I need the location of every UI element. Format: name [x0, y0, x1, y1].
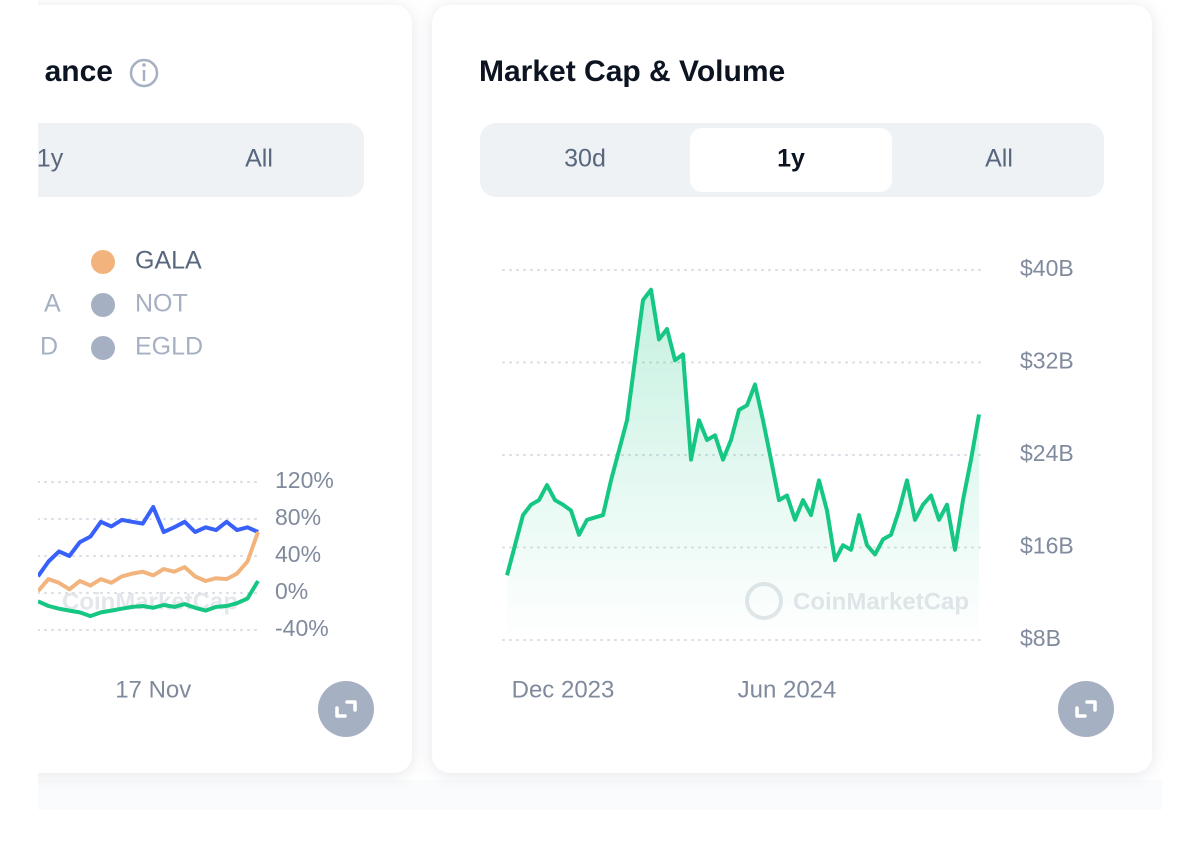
info-icon[interactable] — [129, 58, 159, 88]
tab[interactable]: 1y — [777, 145, 805, 173]
tab-active-bg — [690, 128, 892, 192]
card-title: Market Cap & Volume — [479, 55, 785, 88]
series-line — [38, 579, 260, 619]
x-tick-label: 17 Nov — [115, 676, 191, 703]
y-tick-label: 0% — [275, 578, 308, 604]
series-line — [38, 531, 260, 593]
legend-dot — [8, 293, 32, 317]
legend-dot — [91, 293, 115, 317]
series-line — [38, 505, 259, 578]
legend-label[interactable]: A — [44, 290, 61, 318]
y-tick-label: $16B — [1020, 533, 1074, 559]
card-title: ance — [45, 55, 113, 88]
expand-button[interactable] — [318, 681, 374, 737]
x-tick-label: Dec 2023 — [512, 676, 615, 703]
expand-button[interactable] — [1058, 681, 1114, 737]
legend-label[interactable]: D — [40, 333, 58, 361]
footer-shadow — [38, 780, 1162, 810]
legend-label[interactable]: NOT — [135, 290, 188, 318]
y-tick-label: $24B — [1020, 440, 1074, 466]
card-bg — [432, 5, 1152, 773]
y-tick-label: $32B — [1020, 348, 1074, 374]
legend-dot — [91, 250, 115, 274]
tab[interactable]: All — [245, 145, 273, 173]
series-line — [505, 287, 981, 576]
y-tick-label: -40% — [275, 615, 329, 641]
tab[interactable]: 30d — [564, 145, 606, 173]
tab-bar — [38, 123, 364, 197]
y-tick-label: $40B — [1020, 255, 1074, 281]
legend-dot — [4, 336, 28, 360]
card-bg — [38, 5, 412, 773]
legend-dot — [91, 336, 115, 360]
x-tick-label: Jun 2024 — [738, 676, 837, 703]
tab[interactable]: 1y — [37, 145, 64, 173]
y-tick-label: 120% — [275, 467, 334, 493]
series-area — [507, 289, 979, 640]
y-tick-label: 80% — [275, 504, 321, 530]
legend-label[interactable]: EGLD — [135, 333, 203, 361]
tab[interactable]: All — [985, 145, 1013, 173]
y-tick-label: 40% — [275, 541, 321, 567]
y-tick-label: $8B — [1020, 625, 1061, 651]
legend-label[interactable]: GALA — [135, 247, 202, 275]
